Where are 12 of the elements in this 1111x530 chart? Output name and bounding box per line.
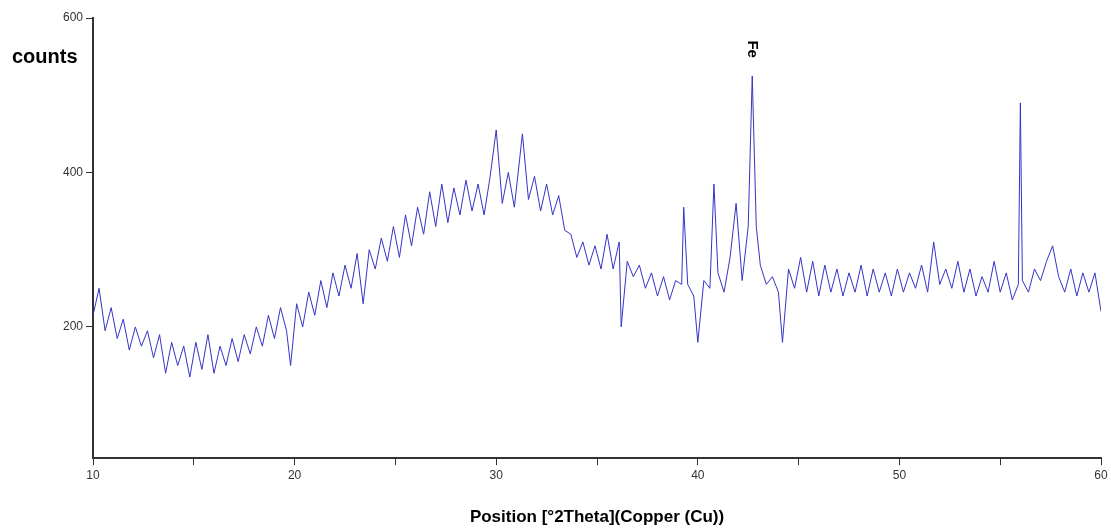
annotation: Fe xyxy=(745,40,763,58)
y-tick-label: 400 xyxy=(62,164,84,179)
y-tick-label: 200 xyxy=(62,319,84,334)
y-axis-title: counts xyxy=(12,44,78,67)
x-tick-label: 30 xyxy=(489,467,504,482)
y-tick-label: 600 xyxy=(62,10,84,25)
x-tick-label: 20 xyxy=(287,467,302,482)
x-axis-title: Position [°2Theta](Copper (Cu)) xyxy=(469,507,725,527)
x-tick-label: 40 xyxy=(691,467,705,482)
x-tick-label: 50 xyxy=(892,467,907,482)
x-tick-label: 60 xyxy=(1094,467,1108,482)
x-tick-label: 10 xyxy=(86,467,101,482)
